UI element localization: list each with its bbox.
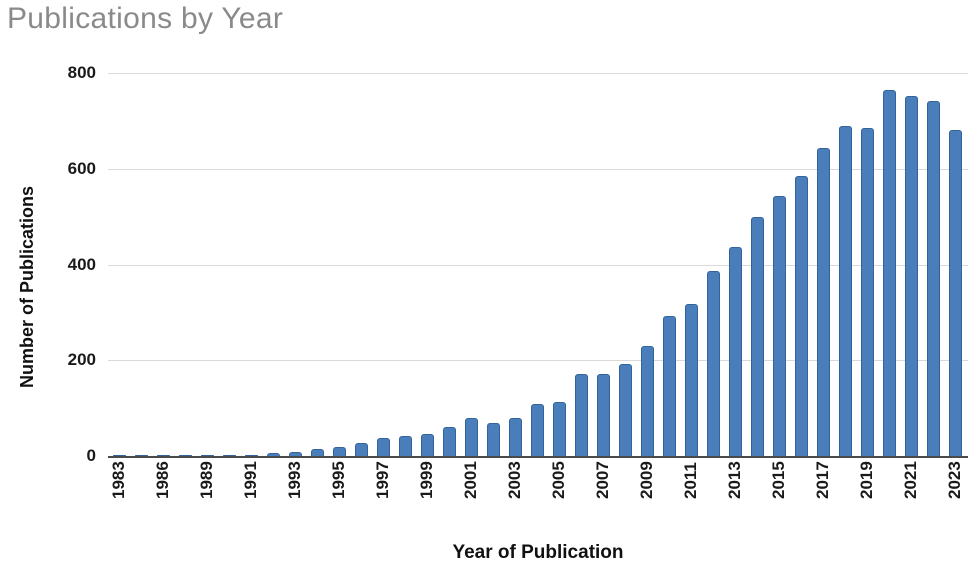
bar-1994 (310, 449, 324, 456)
bar-1986 (156, 455, 170, 456)
bar-1993 (288, 452, 302, 456)
bar-1983 (112, 455, 126, 456)
bar-2002 (486, 422, 500, 456)
gridline-400 (108, 264, 968, 266)
bar-1996 (354, 442, 368, 456)
x-tick-2013: 2013 (725, 461, 744, 499)
bar-2001 (464, 417, 478, 456)
y-tick-800: 800 (67, 63, 96, 82)
bar-1991 (244, 455, 258, 456)
bar-1985 (134, 455, 148, 456)
bar-2000 (442, 427, 456, 456)
bar-2016 (794, 175, 808, 456)
y-tick-400: 400 (67, 254, 96, 274)
bar-2007 (596, 373, 610, 456)
bar-1990 (222, 455, 236, 456)
bar-2006 (574, 373, 588, 456)
bar-2003 (508, 417, 522, 456)
x-tick-1997: 1997 (373, 461, 392, 499)
x-tick-2019: 2019 (857, 461, 876, 499)
bar-2005 (552, 402, 566, 456)
x-tick-2011: 2011 (681, 462, 700, 499)
y-tick-0: 0 (86, 446, 96, 465)
bar-1999 (420, 433, 434, 456)
gridline-200 (108, 360, 968, 362)
gridline-600 (108, 168, 968, 170)
bar-2019 (860, 128, 874, 456)
bar-2014 (750, 216, 764, 456)
x-tick-2021: 2021 (901, 461, 920, 499)
x-tick-2001: 2001 (461, 461, 480, 499)
bar-1992 (266, 452, 280, 456)
bar-1998 (398, 436, 412, 456)
bar-2011 (684, 303, 698, 456)
gridline-800 (108, 73, 968, 74)
bar-2020 (882, 89, 896, 456)
y-tick-600: 600 (67, 158, 96, 178)
bar-2015 (772, 196, 786, 456)
x-tick-1991: 1991 (241, 461, 260, 499)
x-tick-2015: 2015 (769, 461, 788, 499)
bar-2017 (816, 148, 830, 456)
plot-area (108, 73, 968, 458)
bar-2004 (530, 404, 544, 456)
bar-2009 (640, 345, 654, 456)
bar-2013 (728, 247, 742, 456)
bar-2012 (706, 270, 720, 456)
x-tick-2003: 2003 (505, 461, 524, 499)
x-axis-title: Year of Publication (452, 542, 624, 563)
x-tick-2017: 2017 (813, 461, 832, 499)
bar-1989 (200, 454, 214, 456)
x-tick-1989: 1989 (197, 461, 216, 499)
x-tick-2009: 2009 (637, 461, 656, 499)
bar-2022 (926, 100, 940, 456)
bar-2008 (618, 364, 632, 456)
bar-1988 (178, 454, 192, 456)
x-tick-2007: 2007 (593, 461, 612, 499)
bar-1997 (376, 437, 390, 456)
x-tick-1983: 1983 (109, 461, 128, 499)
bar-2018 (838, 125, 852, 456)
bar-2023 (948, 130, 962, 456)
x-tick-1986: 1986 (153, 461, 172, 499)
x-tick-2005: 2005 (549, 461, 568, 499)
x-tick-1999: 1999 (417, 461, 436, 499)
bar-2010 (662, 316, 676, 456)
chart-title: Publications by Year (7, 2, 284, 35)
x-tick-2023: 2023 (945, 461, 964, 499)
bar-2021 (904, 95, 918, 456)
x-tick-1995: 1995 (329, 461, 348, 499)
y-tick-200: 200 (67, 350, 96, 370)
x-tick-1993: 1993 (285, 461, 304, 499)
bar-1995 (332, 447, 346, 456)
